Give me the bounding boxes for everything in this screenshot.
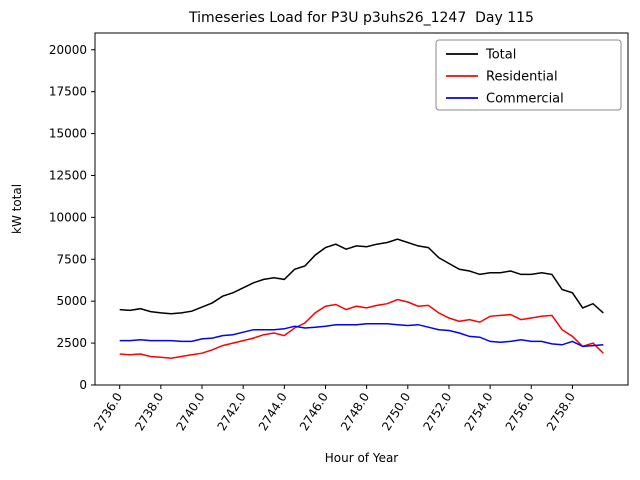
- x-tick-label: 2740.0: [173, 390, 207, 433]
- y-tick-label: 17500: [49, 85, 87, 99]
- legend-label-commercial: Commercial: [486, 92, 564, 107]
- x-axis-label: Hour of Year: [324, 451, 399, 465]
- x-tick-label: 2750.0: [379, 390, 413, 433]
- x-tick-label: 2758.0: [544, 390, 578, 433]
- legend-label-total: Total: [485, 48, 516, 63]
- legend-box: [435, 39, 622, 111]
- y-tick-label: 7500: [56, 252, 87, 266]
- y-tick-label: 2500: [56, 336, 87, 350]
- y-tick-label: 15000: [49, 127, 87, 141]
- x-tick-label: 2754.0: [462, 390, 496, 433]
- y-tick-label: 20000: [49, 43, 87, 57]
- y-tick-label: 10000: [49, 210, 87, 224]
- y-axis-label: kW total: [10, 183, 24, 235]
- x-tick-label: 2752.0: [420, 390, 454, 433]
- x-tick-label: 2748.0: [338, 390, 372, 433]
- x-tick-label: 2738.0: [132, 390, 166, 433]
- y-tick-label: 5000: [56, 294, 87, 308]
- chart-title: Timeseries Load for P3U p3uhs26_1247 Day…: [189, 10, 534, 26]
- series-line-total: [119, 238, 604, 315]
- x-tick-label: 2746.0: [297, 390, 331, 433]
- y-tick-label: 12500: [49, 168, 87, 182]
- x-tick-label: 2736.0: [91, 390, 125, 433]
- series-line-residential: [119, 298, 604, 359]
- series-line-commercial: [119, 323, 604, 348]
- x-tick-label: 2744.0: [256, 390, 290, 433]
- y-tick-label: 0: [79, 378, 87, 392]
- x-tick-label: 2756.0: [503, 390, 537, 433]
- x-tick-label: 2742.0: [215, 390, 249, 433]
- legend-label-residential: Residential: [486, 70, 558, 85]
